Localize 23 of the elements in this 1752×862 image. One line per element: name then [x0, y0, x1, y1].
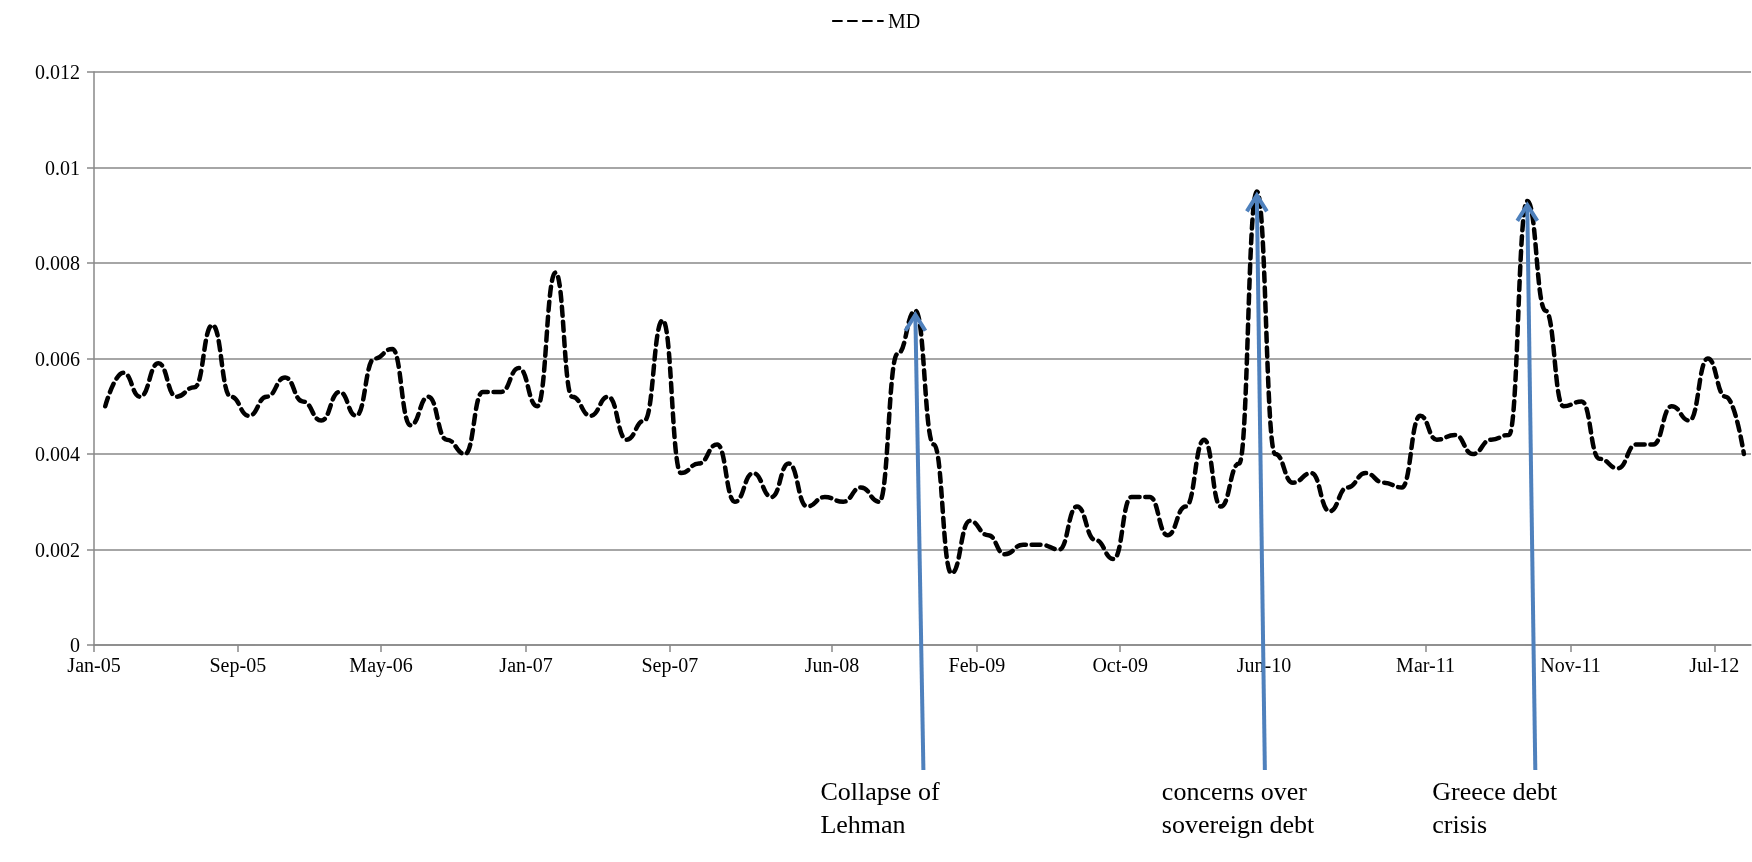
- y-tick-label: 0.012: [35, 61, 80, 83]
- x-tick-label: Jul-12: [1689, 654, 1740, 676]
- line-series: [102, 189, 1747, 576]
- x-tick-label: Jun-08: [804, 654, 860, 676]
- annotation: Greece debt crisis: [1432, 776, 1559, 841]
- x-tick-label: Jan-07: [499, 654, 553, 676]
- y-tick-label: 0.008: [35, 252, 80, 274]
- y-tick-label: 0.004: [35, 443, 80, 465]
- y-tick-label: 0.002: [35, 538, 80, 561]
- x-tick-label: Sep-07: [641, 654, 699, 677]
- x-tick-label: May-06: [349, 654, 413, 677]
- legend-label: MD: [887, 10, 921, 32]
- x-tick-label: Jan-05: [67, 654, 121, 676]
- x-tick-label: Sep-05: [209, 654, 267, 677]
- annotation: Collapse of Lehman: [820, 776, 941, 841]
- annotation: concerns over sovereign debt: [1161, 776, 1316, 841]
- x-tick-label: Oct-09: [1092, 654, 1148, 676]
- x-tick-label: Mar-11: [1396, 654, 1455, 676]
- x-tick-label: Nov-11: [1540, 654, 1601, 676]
- x-tick-label: Feb-09: [948, 654, 1006, 676]
- y-tick-label: 0: [70, 634, 80, 656]
- y-tick-label: 0.006: [35, 347, 80, 370]
- y-tick-label: 0.01: [45, 156, 80, 179]
